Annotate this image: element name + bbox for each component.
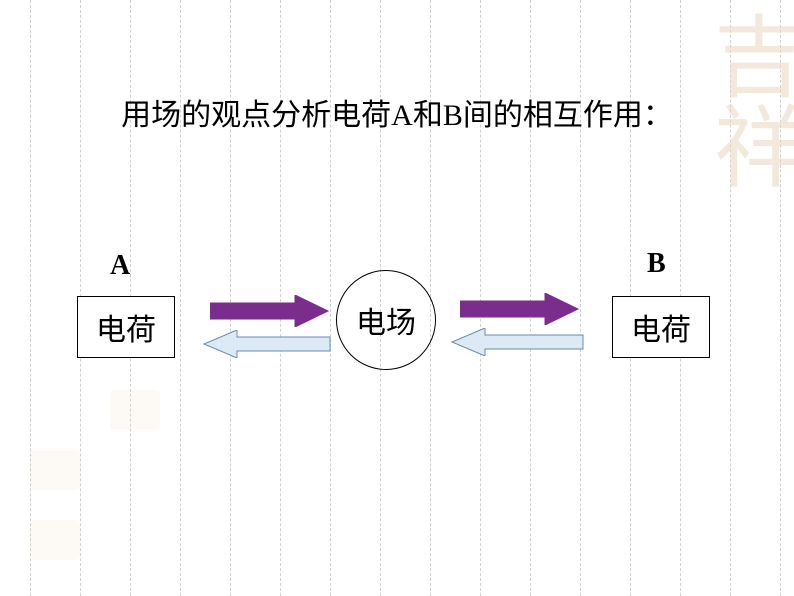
arrow-left-light-2 xyxy=(450,328,585,361)
arrow-right-purple-1 xyxy=(210,295,330,332)
charge-box-b: 电荷 xyxy=(612,296,710,358)
arrow-left-light-1 xyxy=(202,330,332,363)
arrow-icon xyxy=(210,295,330,327)
field-circle: 电场 xyxy=(336,270,436,370)
slide-title: 用场的观点分析电荷A和B间的相互作用： xyxy=(0,90,794,134)
label-a: A xyxy=(110,250,130,282)
arrow-icon xyxy=(202,330,332,358)
arrow-right-purple-2 xyxy=(460,293,580,330)
charge-box-a: 电荷 xyxy=(77,296,175,358)
arrow-icon xyxy=(450,328,585,356)
arrow-icon xyxy=(460,293,580,325)
slide-content: 用场的观点分析电荷A和B间的相互作用： A B 电荷 电荷 电场 xyxy=(0,0,794,596)
label-b: B xyxy=(647,248,666,280)
